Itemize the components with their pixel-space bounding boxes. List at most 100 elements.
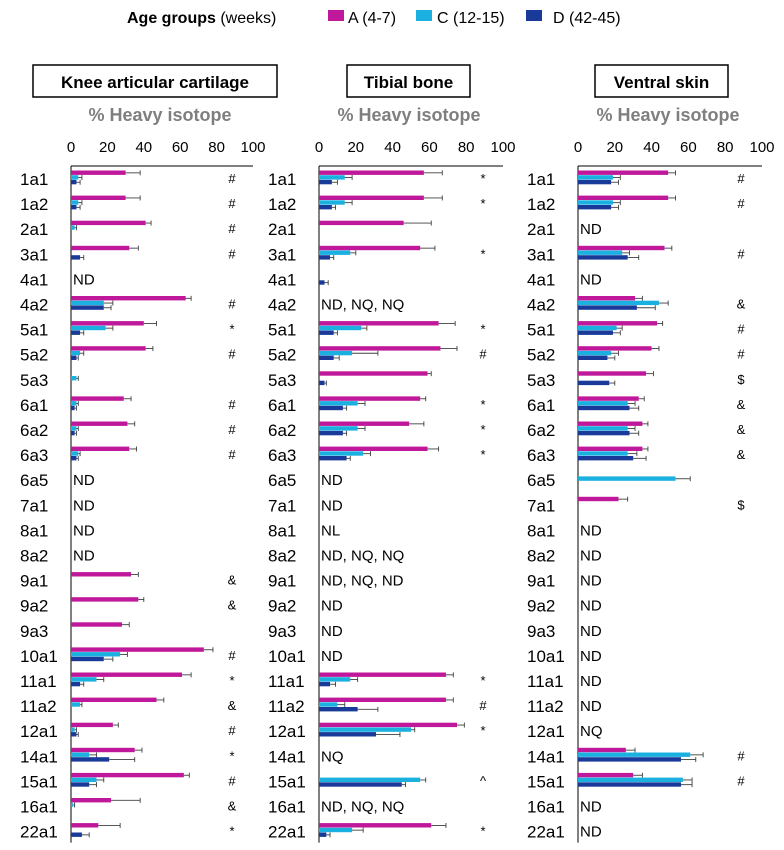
bar-d (319, 380, 325, 386)
bar-c (71, 376, 77, 381)
row-status-label: NQ (321, 748, 344, 765)
bar-d (71, 255, 81, 260)
category-label: 4a2 (527, 296, 555, 315)
panel-title-box (594, 64, 729, 98)
bar-c (578, 451, 628, 456)
category-label: 22a1 (20, 823, 58, 842)
significance-marker: # (228, 297, 236, 312)
significance-marker: # (228, 773, 236, 788)
bar-c (319, 702, 338, 707)
bar-a (71, 396, 124, 401)
significance-marker: # (228, 422, 236, 437)
significance-marker: # (737, 246, 745, 261)
category-label: 5a1 (268, 321, 296, 340)
significance-marker: * (480, 196, 485, 211)
bar-a (71, 195, 126, 200)
x-tick-label: 100 (490, 139, 515, 156)
significance-marker: $ (737, 372, 745, 387)
bar-c (319, 827, 353, 833)
bar-c (578, 752, 691, 757)
category-label: 3a1 (20, 245, 48, 264)
bar-a (71, 722, 113, 728)
bar-a (71, 572, 132, 577)
panel-title: Tibial bone (364, 73, 453, 92)
panel-title: Ventral skin (614, 73, 709, 92)
category-label: 6a5 (527, 471, 555, 490)
category-label: 2a1 (20, 220, 48, 239)
category-label: 1a2 (527, 195, 555, 214)
row-status-label: ND (580, 824, 602, 841)
category-label: 6a1 (527, 396, 555, 415)
category-label: 12a1 (20, 722, 58, 741)
category-label: 6a5 (20, 471, 48, 490)
bar-d (578, 179, 612, 185)
legend-swatch-d (526, 10, 542, 21)
legend-swatch-c (416, 10, 432, 21)
category-label: 11a1 (268, 672, 305, 691)
bar-c (71, 300, 104, 306)
x-tick-label: 60 (172, 139, 189, 156)
category-label: 6a1 (268, 396, 296, 415)
bar-c (71, 702, 81, 707)
category-label: 1a2 (20, 195, 48, 214)
category-label: 16a1 (268, 798, 306, 817)
bar-c (578, 200, 613, 205)
x-tick-label: 40 (384, 139, 401, 156)
category-label: 6a5 (268, 471, 296, 490)
significance-marker: & (228, 698, 237, 713)
bar-d (71, 656, 104, 662)
x-tick-label: 100 (749, 139, 774, 156)
significance-marker: # (228, 447, 236, 462)
category-label: 8a1 (268, 521, 296, 540)
significance-marker: $ (737, 497, 745, 512)
bar-a (578, 170, 669, 175)
row-status-label: ND, NQ, NQ (321, 799, 404, 816)
bar-a (319, 396, 421, 401)
bar-d (71, 681, 81, 687)
significance-marker: * (480, 673, 485, 688)
category-label: 14a1 (20, 747, 58, 766)
significance-marker: # (479, 698, 487, 713)
row-status-label: ND, NQ, ND (321, 573, 404, 590)
category-label: 6a3 (20, 446, 48, 465)
bar-d (71, 732, 77, 737)
bar-c (319, 200, 345, 205)
significance-marker: * (480, 723, 485, 738)
category-label: 15a1 (20, 772, 58, 791)
significance-marker: # (737, 748, 745, 763)
x-tick-label: 0 (67, 139, 75, 156)
bar-a (319, 371, 428, 376)
bar-a (319, 823, 432, 828)
category-label: 2a1 (268, 220, 296, 239)
bar-c (319, 727, 411, 732)
x-tick-label: 40 (643, 139, 660, 156)
bar-d (578, 380, 610, 386)
category-label: 9a1 (268, 572, 296, 591)
row-status-label: ND, NQ, NQ (321, 548, 404, 565)
category-label: 7a1 (20, 496, 48, 515)
bar-a (71, 747, 135, 753)
bar-c (71, 727, 75, 732)
bar-c (578, 250, 623, 255)
bar-c (578, 175, 613, 180)
category-label: 8a2 (20, 547, 48, 566)
significance-marker: & (228, 799, 237, 814)
bar-c (319, 250, 351, 255)
category-label: 2a1 (527, 220, 555, 239)
category-label: 16a1 (20, 798, 58, 817)
legend-title: Age groups (weeks) (127, 10, 276, 27)
significance-marker: & (737, 422, 746, 437)
panel-3: Ventral skin % Heavy isotope 0 20 40 60 80 100 1… (527, 64, 775, 843)
category-label: 1a1 (268, 170, 296, 189)
bar-a (71, 245, 130, 251)
row-status-label: ND (580, 573, 602, 590)
row-status-label: NQ (580, 723, 603, 740)
category-label: 12a1 (527, 722, 565, 741)
bar-d (319, 280, 325, 285)
bar-c (71, 451, 79, 456)
category-label: 5a3 (20, 371, 48, 390)
bar-a (71, 798, 112, 803)
row-status-label: ND (73, 548, 95, 565)
bar-a (71, 647, 204, 652)
